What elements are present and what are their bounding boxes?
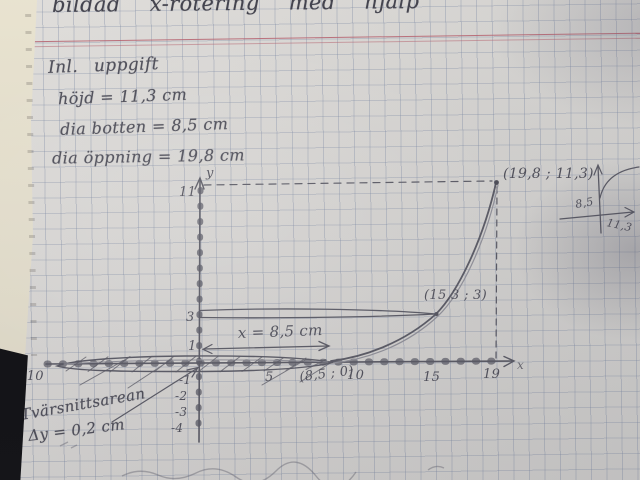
y-tick-m4: -4 (171, 421, 183, 435)
cut-off-writing (59, 441, 445, 480)
y-tick-11: 11 (179, 185, 196, 200)
top-point-label: (19,8 ; 11,3) (503, 166, 594, 182)
y-tick-m2: -2 (175, 389, 187, 403)
x-tick-85-0: (8,5 ; 0) (299, 363, 355, 385)
x-axis-name: x (517, 358, 524, 372)
profile-curve (330, 182, 499, 364)
x-tick-5: 5 (265, 370, 274, 385)
y-axis-name: y (205, 166, 214, 181)
sketch-radius-label: 8,5 (574, 195, 594, 211)
y-tick-m3: -3 (175, 405, 187, 419)
y-axis (194, 176, 205, 443)
sketch-height-label: 11,3 (605, 216, 633, 234)
annotation-arrow (111, 366, 200, 423)
y-tick-1: 1 (188, 339, 197, 354)
x-tick-m10: -10 (22, 369, 44, 384)
y-tick-m1: -1 (179, 373, 191, 387)
mid-point-dot (434, 312, 439, 316)
rotation-axes-sketch: 8,5 11,3 (559, 163, 640, 234)
x-tick-labels: -10 5 (8,5 ; 0) 10 15 19 (22, 363, 500, 385)
x-tick-19: 19 (483, 367, 500, 382)
hatched-cross-section-disc (54, 355, 336, 389)
radius-arrow: x = 8,5 cm (201, 321, 331, 355)
disc-at-y3 (199, 308, 439, 319)
y-tick-3: 3 (186, 310, 195, 325)
hatching (65, 355, 336, 389)
radius-arrow-label: x = 8,5 cm (238, 321, 323, 342)
mid-point-label: (15,3 ; 3) (424, 288, 487, 303)
top-point-dot (494, 180, 499, 185)
x-tick-15: 15 (423, 370, 440, 385)
y-tick-labels: 11 3 1 -1 -2 -3 -4 (171, 185, 197, 435)
x-tick-10: 10 (347, 368, 364, 383)
sketch-curve (599, 166, 640, 199)
dashed-guides (203, 180, 498, 361)
